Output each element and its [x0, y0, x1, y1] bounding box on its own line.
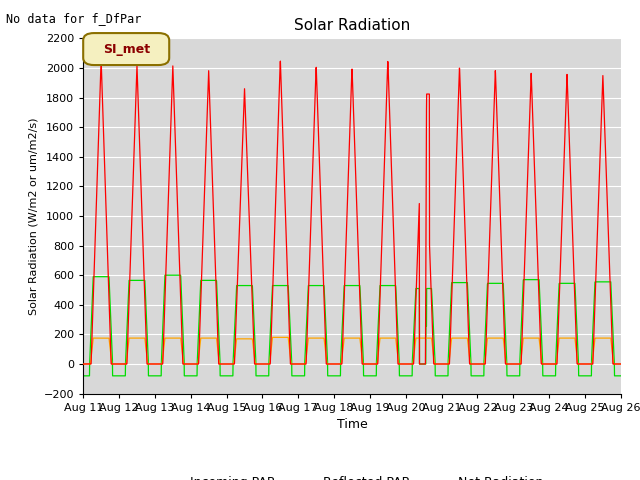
- Y-axis label: Solar Radiation (W/m2 or um/m2/s): Solar Radiation (W/m2 or um/m2/s): [28, 117, 38, 315]
- X-axis label: Time: Time: [337, 418, 367, 431]
- FancyBboxPatch shape: [83, 33, 169, 65]
- Legend: Incoming PAR, Reflected PAR, Net Radiation: Incoming PAR, Reflected PAR, Net Radiati…: [156, 471, 548, 480]
- Text: SI_met: SI_met: [102, 43, 150, 56]
- Text: No data for f_DfPar: No data for f_DfPar: [6, 12, 142, 25]
- Title: Solar Radiation: Solar Radiation: [294, 18, 410, 33]
